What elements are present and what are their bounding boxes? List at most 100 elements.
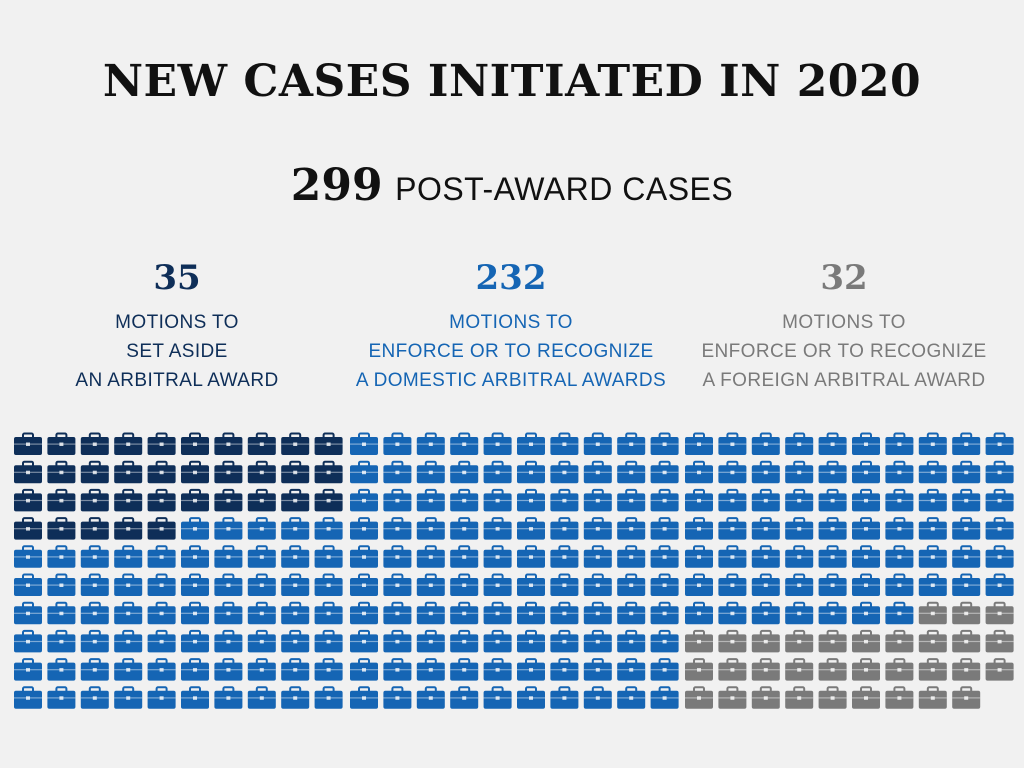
- briefcase-icon-domestic: [450, 545, 479, 568]
- briefcase-icon-domestic: [383, 517, 412, 540]
- total-label: POST-AWARD CASES: [395, 171, 734, 207]
- briefcase-icon-set-aside: [314, 460, 343, 484]
- briefcase-icon-domestic: [517, 573, 545, 596]
- briefcase-icon-set-aside: [14, 432, 42, 455]
- briefcase-icon-domestic: [350, 545, 378, 568]
- briefcase-icon-domestic: [718, 517, 747, 540]
- briefcase-icon-domestic: [214, 573, 243, 596]
- briefcase-icon-set-aside: [214, 488, 243, 512]
- briefcase-icon-domestic: [281, 545, 310, 568]
- briefcase-icon-domestic: [383, 545, 412, 568]
- briefcase-icon-foreign: [885, 686, 914, 709]
- briefcase-icon-domestic: [885, 601, 914, 625]
- briefcase-icon-domestic: [550, 545, 579, 568]
- briefcase-icon-domestic: [450, 629, 479, 653]
- category-set-aside: 35 MOTIONS TO SET ASIDE AN ARBITRAL AWAR…: [27, 254, 327, 395]
- briefcase-icon-domestic: [852, 432, 880, 455]
- briefcase-icon-set-aside: [114, 488, 143, 512]
- briefcase-icon-domestic: [517, 517, 545, 540]
- briefcase-icon-domestic: [650, 658, 679, 681]
- briefcase-icon-domestic: [14, 658, 42, 681]
- briefcase-icon-domestic: [281, 658, 310, 681]
- briefcase-icon-domestic: [450, 601, 479, 625]
- briefcase-icon-domestic: [416, 686, 445, 709]
- briefcase-icon-domestic: [281, 601, 310, 625]
- briefcase-icon-domestic: [281, 686, 310, 709]
- briefcase-icon-foreign: [818, 658, 847, 681]
- briefcase-icon-set-aside: [114, 460, 143, 484]
- briefcase-icon-domestic: [550, 686, 579, 709]
- briefcase-icon-domestic: [416, 573, 445, 596]
- briefcase-icon-foreign: [751, 658, 780, 681]
- briefcase-icon-domestic: [314, 517, 343, 540]
- briefcase-icon-domestic: [885, 517, 914, 540]
- briefcase-icon-foreign: [785, 686, 814, 709]
- briefcase-icon-domestic: [952, 460, 981, 484]
- briefcase-icon-set-aside: [80, 460, 109, 484]
- briefcase-icon-domestic: [718, 432, 747, 455]
- briefcase-icon-set-aside: [214, 432, 243, 455]
- briefcase-icon-domestic: [383, 686, 412, 709]
- category-set-aside-label-line: AN ARBITRAL AWARD: [75, 370, 279, 391]
- briefcase-icon-domestic: [181, 517, 209, 540]
- briefcase-icon-domestic: [751, 460, 780, 484]
- briefcase-icon-domestic: [214, 658, 243, 681]
- briefcase-icon-set-aside: [181, 460, 209, 484]
- briefcase-icon-domestic: [181, 573, 209, 596]
- briefcase-icon-domestic: [550, 432, 579, 455]
- briefcase-icon-set-aside: [314, 432, 343, 455]
- briefcase-icon-domestic: [918, 517, 947, 540]
- category-foreign-label-line: A FOREIGN ARBITRAL AWARD: [702, 370, 986, 391]
- briefcase-icon-domestic: [785, 573, 814, 596]
- briefcase-icon-domestic: [416, 545, 445, 568]
- briefcase-icon-domestic: [314, 686, 343, 709]
- briefcase-icon-domestic: [450, 432, 479, 455]
- briefcase-icon-domestic: [685, 545, 713, 568]
- briefcase-icon-domestic: [416, 517, 445, 540]
- briefcase-icon-domestic: [517, 686, 545, 709]
- briefcase-icon-domestic: [550, 601, 579, 625]
- briefcase-icon-domestic: [785, 601, 814, 625]
- briefcase-icon-domestic: [785, 460, 814, 484]
- briefcase-icon-domestic: [517, 460, 545, 484]
- total-summary: 299 POST-AWARD CASES: [0, 158, 1024, 224]
- briefcase-icon-domestic: [383, 629, 412, 653]
- chart-title: NEW CASES INITIATED IN 2020: [102, 56, 922, 107]
- briefcase-icon-domestic: [383, 488, 412, 512]
- briefcase-icon-domestic: [450, 517, 479, 540]
- briefcase-icon-domestic: [751, 517, 780, 540]
- briefcase-icon-domestic: [818, 432, 847, 455]
- briefcase-icon-domestic: [751, 573, 780, 596]
- category-domestic: 232 MOTIONS TO ENFORCE OR TO RECOGNIZE A…: [341, 254, 681, 395]
- briefcase-icon-foreign: [952, 601, 981, 625]
- briefcase-icon-domestic: [617, 629, 646, 653]
- briefcase-icon-domestic: [685, 573, 713, 596]
- briefcase-icon-domestic: [617, 573, 646, 596]
- briefcase-icon-domestic: [483, 601, 512, 625]
- briefcase-icon-domestic: [617, 658, 646, 681]
- briefcase-icon-domestic: [718, 545, 747, 568]
- briefcase-icon-domestic: [483, 686, 512, 709]
- briefcase-icon-domestic: [114, 573, 143, 596]
- briefcase-icon-domestic: [383, 460, 412, 484]
- briefcase-icon-set-aside: [80, 432, 109, 455]
- briefcase-icon-domestic: [416, 658, 445, 681]
- briefcase-icon-domestic: [517, 601, 545, 625]
- briefcase-icon-domestic: [181, 601, 209, 625]
- briefcase-icon-foreign: [985, 629, 1014, 653]
- briefcase-icon-set-aside: [47, 460, 76, 484]
- briefcase-icon-domestic: [918, 573, 947, 596]
- briefcase-icon-foreign: [885, 629, 914, 653]
- briefcase-icon-set-aside: [147, 460, 176, 484]
- briefcase-icon-domestic: [550, 517, 579, 540]
- briefcase-icon-set-aside: [181, 432, 209, 455]
- briefcase-icon-set-aside: [314, 488, 343, 512]
- briefcase-icon-domestic: [918, 460, 947, 484]
- briefcase-icon-domestic: [80, 658, 109, 681]
- briefcase-icon-domestic: [583, 517, 612, 540]
- briefcase-icon-domestic: [617, 517, 646, 540]
- briefcase-icon-set-aside: [214, 460, 243, 484]
- briefcase-icon-domestic: [818, 601, 847, 625]
- briefcase-icon-domestic: [952, 517, 981, 540]
